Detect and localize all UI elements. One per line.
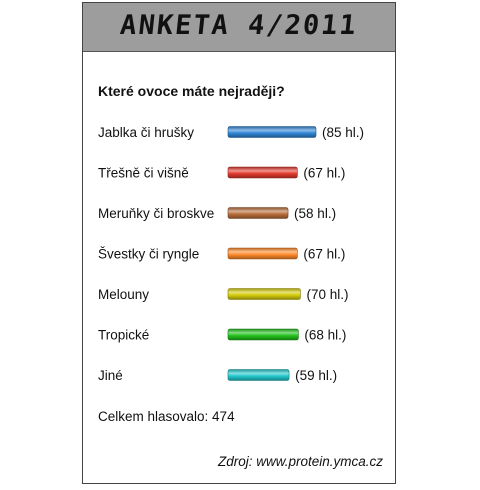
category-label: Tropické bbox=[98, 328, 149, 343]
category-label: Melouny bbox=[98, 287, 149, 302]
category-label: Jablka či hrušky bbox=[98, 125, 194, 140]
category-label: Meruňky či broskve bbox=[98, 206, 214, 221]
value-label: (70 hl.) bbox=[306, 287, 348, 302]
poll-panel: ANKETA 4/2011 Které ovoce máte nejraději… bbox=[82, 2, 396, 484]
bar bbox=[227, 126, 317, 138]
bar bbox=[227, 288, 301, 300]
total-votes: Celkem hlasovalo: 474 bbox=[98, 409, 235, 424]
bar bbox=[227, 247, 298, 260]
poll-bar-chart: Jablka či hrušky (85 hl.) Třešně či višně (… bbox=[98, 125, 364, 383]
value-label: (68 hl.) bbox=[304, 328, 346, 343]
bar bbox=[227, 207, 289, 219]
value-label: (58 hl.) bbox=[294, 206, 336, 221]
bar bbox=[227, 166, 298, 179]
source-credit: Zdroj: www.protein.ymca.cz bbox=[217, 454, 383, 469]
value-label: (59 hl.) bbox=[295, 368, 337, 383]
bar bbox=[227, 369, 290, 381]
poll-question: Které ovoce máte nejraději? bbox=[98, 83, 285, 99]
poll-header: ANKETA 4/2011 bbox=[83, 3, 395, 52]
category-label: Jiné bbox=[98, 368, 123, 383]
bar bbox=[227, 328, 299, 341]
value-label: (67 hl.) bbox=[303, 247, 345, 262]
category-label: Třešně či višně bbox=[98, 166, 189, 181]
category-label: Švestky či ryngle bbox=[98, 247, 199, 262]
value-label: (85 hl.) bbox=[322, 125, 364, 140]
value-label: (67 hl.) bbox=[303, 166, 345, 181]
